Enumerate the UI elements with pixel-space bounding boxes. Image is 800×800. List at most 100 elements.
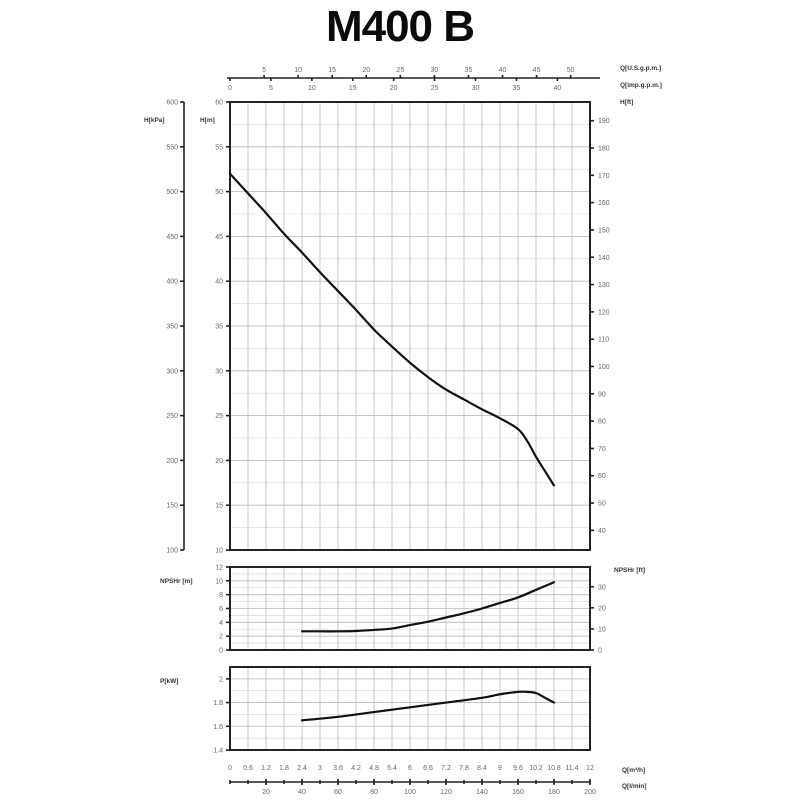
head-curve — [228, 172, 556, 487]
m3h-tick-label: 10.8 — [547, 765, 561, 772]
m3h-tick-label: 11.4 — [565, 765, 578, 772]
power-axis-label: P[kW] — [160, 678, 178, 685]
npsh-ft-tick-label: 30 — [598, 584, 606, 591]
usgpm-tick-label: 15 — [328, 67, 336, 74]
lmin-axis-label: Q[l/min] — [622, 783, 647, 790]
lmin-tick-label: 20 — [262, 789, 270, 796]
h-kpa-axis-label: H[kPa] — [144, 117, 165, 124]
lmin-tick-label: 180 — [548, 789, 560, 796]
m3h-tick-label: 3.6 — [333, 765, 343, 772]
m3h-tick-label: 1.2 — [261, 765, 271, 772]
usgpm-tick-label: 25 — [396, 67, 404, 74]
impgpm-tick-label: 5 — [269, 85, 273, 92]
npsh-m-tick-label: 0 — [219, 648, 223, 655]
h-ft-tick-label: 100 — [598, 364, 610, 371]
m3h-tick-label: 3 — [318, 765, 322, 772]
h-kpa-tick-label: 400 — [166, 279, 178, 286]
m3h-tick-label: 0 — [228, 765, 232, 772]
impgpm-tick-label: 30 — [472, 85, 480, 92]
m3h-tick-label: 1.8 — [279, 765, 289, 772]
m3h-tick-label: 7.8 — [459, 765, 469, 772]
npsh-m-tick-label: 10 — [215, 578, 223, 585]
h-m-tick-label: 20 — [215, 458, 223, 465]
npsh-ft-tick-label: 0 — [598, 648, 602, 655]
h-kpa-tick-label: 250 — [166, 413, 178, 420]
power-tick-label: 1.6 — [213, 724, 223, 731]
h-ft-tick-label: 50 — [598, 501, 606, 508]
h-ft-tick-label: 80 — [598, 419, 606, 426]
h-kpa-tick-label: 450 — [166, 234, 178, 241]
usgpm-tick-label: 35 — [465, 67, 473, 74]
h-ft-tick-label: 90 — [598, 391, 606, 398]
h-ft-tick-label: 140 — [598, 255, 610, 262]
impgpm-tick-label: 15 — [349, 85, 357, 92]
npsh-m-tick-label: 6 — [219, 606, 223, 613]
h-ft-tick-label: 130 — [598, 282, 610, 289]
h-ft-axis-label: H[ft] — [620, 99, 633, 106]
m3h-tick-label: 6.6 — [423, 765, 433, 772]
npsh-m-tick-label: 8 — [219, 592, 223, 599]
h-ft-tick-label: 110 — [598, 337, 609, 344]
h-ft-tick-label: 180 — [598, 146, 610, 153]
h-ft-tick-label: 40 — [598, 528, 606, 535]
h-ft-tick-label: 150 — [598, 227, 610, 234]
h-ft-tick-label: 70 — [598, 446, 606, 453]
npsh-ft-axis-label: NPSHr [ft] — [614, 567, 645, 574]
h-m-tick-label: 55 — [215, 144, 223, 151]
lmin-tick-label: 200 — [584, 789, 596, 796]
npsh-m-tick-label: 4 — [219, 620, 223, 627]
h-m-tick-label: 60 — [215, 100, 223, 107]
h-m-tick-label: 35 — [215, 324, 223, 331]
chart-title: M400 B — [325, 2, 475, 51]
m3h-tick-label: 6 — [408, 765, 412, 772]
npsh-ft-tick-label: 20 — [598, 605, 606, 612]
power-tick-label: 2 — [219, 676, 223, 683]
m3h-tick-label: 2.4 — [297, 765, 307, 772]
lmin-tick-label: 80 — [370, 789, 378, 796]
usgpm-axis-label: Q[U.S.g.p.m.] — [620, 65, 661, 72]
head-panel: 10 15 20 25 30 35 40 45 50 55 60 H[m] 100 150 200 250 30… — [144, 99, 633, 555]
usgpm-tick-label: 40 — [499, 67, 507, 74]
usgpm-tick-label: 45 — [533, 67, 541, 74]
impgpm-tick-label: 20 — [390, 85, 398, 92]
power-panel: 1.4 1.6 1.8 2 P[kW] — [160, 666, 591, 755]
h-ft-tick-label: 60 — [598, 473, 606, 480]
m3h-tick-label: 8.4 — [477, 765, 487, 772]
usgpm-tick-label: 20 — [362, 67, 370, 74]
lmin-tick-label: 160 — [512, 789, 524, 796]
lmin-tick-label: 60 — [334, 789, 342, 796]
m3h-tick-label: 12 — [586, 765, 594, 772]
h-m-tick-label: 10 — [215, 548, 223, 555]
usgpm-tick-label: 50 — [567, 67, 575, 74]
impgpm-tick-label: 35 — [513, 85, 521, 92]
m3h-tick-label: 9.6 — [513, 765, 523, 772]
lmin-tick-label: 100 — [404, 789, 416, 796]
power-curve — [300, 690, 556, 722]
h-m-tick-label: 50 — [215, 189, 223, 196]
npsh-curve — [300, 581, 556, 633]
m3h-tick-label: 4.8 — [369, 765, 379, 772]
usgpm-tick-label: 30 — [430, 67, 438, 74]
npsh-m-axis-label: NPSHr [m] — [160, 578, 193, 585]
h-m-tick-label: 45 — [215, 234, 223, 241]
m3h-tick-label: 9 — [498, 765, 502, 772]
plot-frame — [229, 666, 591, 751]
npsh-ft-tick-label: 10 — [598, 626, 606, 633]
npsh-m-tick-label: 2 — [219, 634, 223, 641]
h-ft-tick-label: 170 — [598, 173, 610, 180]
h-ft-tick-label: 120 — [598, 309, 610, 316]
h-kpa-tick-label: 100 — [166, 548, 178, 555]
lmin-tick-label: 120 — [440, 789, 452, 796]
h-m-axis-label: H[m] — [200, 117, 215, 124]
bottom-flow-axes: 0 0.6 1.2 1.8 2.4 3 3.6 4.2 4.8 5.4 6 6.6 7.2 7.8 8.4 9… — [228, 765, 647, 796]
usgpm-tick-label: 5 — [262, 67, 266, 74]
h-kpa-tick-label: 150 — [166, 503, 178, 510]
h-m-tick-label: 15 — [215, 503, 223, 510]
lmin-tick-label: 40 — [298, 789, 306, 796]
m3h-tick-label: 0.6 — [243, 765, 253, 772]
h-m-tick-label: 40 — [215, 279, 223, 286]
power-tick-label: 1.4 — [213, 748, 223, 755]
h-kpa-tick-label: 300 — [166, 368, 178, 375]
m3h-tick-label: 7.2 — [441, 765, 451, 772]
